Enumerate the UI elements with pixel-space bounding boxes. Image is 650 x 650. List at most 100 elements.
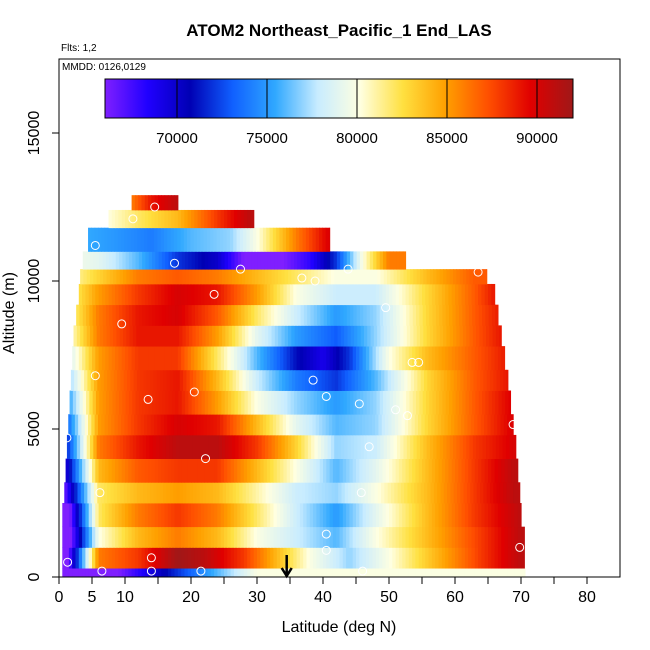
heatmap-cell <box>367 325 372 347</box>
heatmap-cell <box>412 503 416 528</box>
heatmap-cell <box>113 434 118 459</box>
heatmap-cell <box>306 283 311 306</box>
heatmap-cell <box>379 547 383 569</box>
heatmap-cell <box>314 325 319 347</box>
heatmap-cell <box>408 568 413 578</box>
heatmap-cell <box>445 526 449 548</box>
heatmap-cell <box>191 390 196 415</box>
heatmap-cell <box>154 346 159 371</box>
heatmap-cell <box>390 369 395 391</box>
heatmap-cell <box>443 434 448 459</box>
heatmap-cell <box>151 458 156 483</box>
heatmap-cell <box>203 227 208 252</box>
heatmap-cell <box>154 227 158 252</box>
heatmap-cell <box>445 390 450 415</box>
heatmap-cell <box>125 458 129 483</box>
heatmap-cell <box>227 209 232 229</box>
heatmap-cell <box>394 482 399 504</box>
heatmap-cell <box>138 503 143 528</box>
heatmap-cell <box>118 458 123 483</box>
heatmap-cell <box>344 325 349 347</box>
heatmap-cell <box>193 227 198 252</box>
heatmap-cell <box>478 390 483 415</box>
x-tick-label: 30 <box>248 589 266 606</box>
heatmap-cell <box>332 503 337 528</box>
heatmap-cell <box>125 526 129 548</box>
heatmap-cell <box>177 503 182 528</box>
heatmap-cell <box>108 209 113 229</box>
heatmap-cell <box>237 458 242 483</box>
heatmap-cell <box>394 369 399 391</box>
heatmap-cell <box>433 269 438 285</box>
heatmap-cell <box>387 269 391 285</box>
heatmap-cell <box>184 458 189 483</box>
heatmap-cell <box>429 325 434 347</box>
observation-point <box>381 303 391 313</box>
heatmap-cell <box>151 209 156 229</box>
heatmap-cell <box>134 346 139 371</box>
heatmap-cell <box>341 369 346 391</box>
heatmap-cell <box>300 251 305 270</box>
heatmap-cell <box>362 547 367 569</box>
heatmap-cell <box>449 269 454 285</box>
heatmap-cell <box>476 434 481 459</box>
heatmap-cell <box>220 568 225 578</box>
heatmap-cell <box>183 227 188 252</box>
heatmap-cell <box>189 269 193 285</box>
heatmap-cell <box>150 227 155 252</box>
heatmap-cell <box>271 325 276 347</box>
heatmap-cell <box>313 547 317 569</box>
heatmap-cell <box>172 434 177 459</box>
heatmap-cell <box>482 325 487 347</box>
heatmap-cell <box>224 526 228 548</box>
heatmap-cell <box>471 547 476 569</box>
heatmap-cell <box>216 227 221 252</box>
heatmap-cell <box>459 434 464 459</box>
heatmap-cell <box>72 503 77 528</box>
heatmap-cell <box>177 458 182 483</box>
heatmap-cell <box>108 346 113 371</box>
heatmap-cell <box>118 209 123 229</box>
heatmap-cell <box>310 390 315 415</box>
heatmap-cell <box>398 283 403 306</box>
heatmap-cell <box>218 390 222 415</box>
heatmap-cell <box>189 325 193 347</box>
heatmap-cell <box>212 482 217 504</box>
heatmap-cell <box>483 482 488 504</box>
heatmap-cell <box>323 547 327 569</box>
heatmap-cell <box>462 390 467 415</box>
heatmap-row <box>82 251 407 270</box>
heatmap-cell <box>281 434 286 459</box>
heatmap-cell <box>267 390 272 415</box>
heatmap-cell <box>498 390 503 415</box>
heatmap-cell <box>141 526 146 548</box>
heatmap-cell <box>313 568 317 578</box>
heatmap-cell <box>126 369 131 391</box>
heatmap-cell <box>144 283 149 306</box>
heatmap-cell <box>484 526 489 548</box>
heatmap-cell <box>321 325 325 347</box>
heatmap-cell <box>323 526 327 548</box>
heatmap-cell <box>144 547 149 569</box>
heatmap-cell <box>290 251 295 270</box>
heatmap-cell <box>70 369 75 391</box>
heatmap-row <box>66 434 517 459</box>
heatmap-cell <box>385 458 390 483</box>
heatmap-cell <box>95 346 100 371</box>
heatmap-cell <box>489 434 494 459</box>
heatmap-cell <box>177 227 182 252</box>
heatmap-cell <box>301 482 306 504</box>
heatmap-cell <box>341 482 346 504</box>
heatmap-cell <box>233 526 238 548</box>
heatmap-cell <box>453 482 458 504</box>
heatmap-cell <box>446 269 451 285</box>
heatmap-cell <box>191 568 195 578</box>
heatmap-cell <box>254 390 259 415</box>
heatmap-cell <box>156 369 161 391</box>
heatmap-cell <box>88 227 92 252</box>
heatmap-cell <box>480 482 484 504</box>
heatmap-cell <box>379 283 383 306</box>
heatmap-cell <box>325 414 330 436</box>
heatmap-cell <box>344 434 349 459</box>
heatmap-cell <box>326 346 331 371</box>
